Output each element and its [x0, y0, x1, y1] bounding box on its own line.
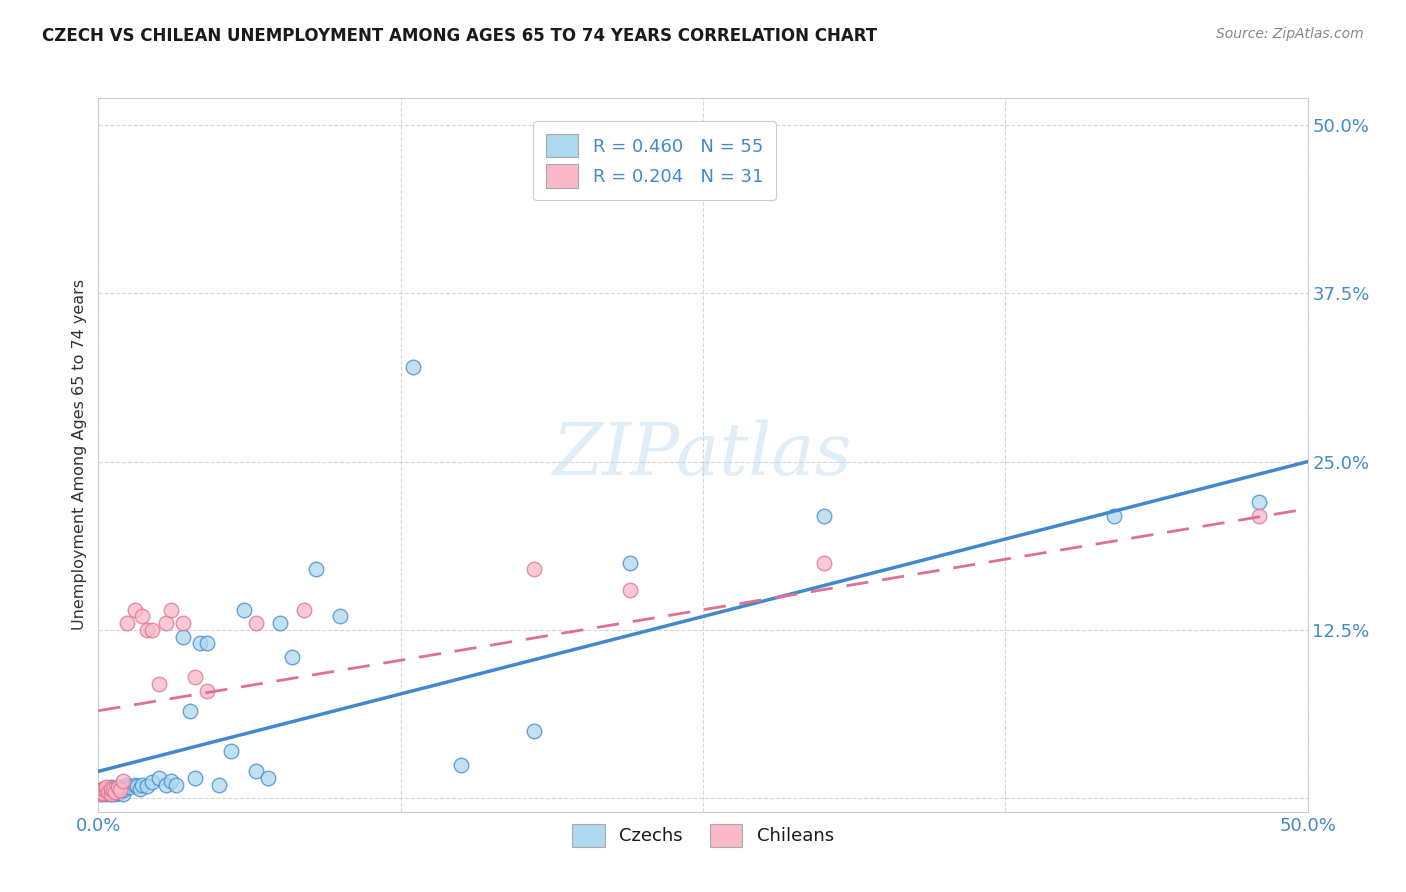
Point [100, 781, 122, 796]
Point [108, 780, 131, 795]
Point [221, 744, 243, 758]
Point [160, 773, 183, 788]
Point [245, 616, 267, 631]
Point [619, 582, 641, 597]
Point [813, 556, 835, 570]
Point [107, 786, 129, 800]
Point [1102, 508, 1125, 523]
Point [131, 609, 153, 624]
Point [160, 603, 183, 617]
Point [117, 616, 139, 631]
Point [100, 787, 122, 801]
Point [155, 616, 177, 631]
Point [100, 787, 122, 801]
Point [402, 360, 425, 375]
Text: Source: ZipAtlas.com: Source: ZipAtlas.com [1216, 27, 1364, 41]
Point [91, 786, 114, 800]
Point [114, 780, 136, 795]
Point [208, 778, 231, 792]
Point [195, 636, 218, 650]
Point [450, 757, 472, 772]
Point [172, 630, 194, 644]
Point [148, 677, 170, 691]
Point [91, 786, 114, 800]
Point [523, 562, 546, 576]
Point [104, 784, 127, 798]
Point [184, 670, 207, 684]
Point [118, 780, 141, 795]
Point [94, 783, 117, 797]
Point [117, 778, 139, 792]
Point [165, 778, 187, 792]
Point [108, 784, 131, 798]
Point [111, 787, 134, 801]
Point [188, 636, 211, 650]
Point [281, 649, 304, 664]
Point [148, 771, 170, 785]
Point [127, 779, 149, 793]
Point [90, 783, 112, 797]
Point [813, 508, 835, 523]
Point [97, 784, 120, 798]
Point [91, 781, 114, 796]
Point [100, 780, 122, 795]
Point [90, 787, 112, 801]
Point [131, 778, 153, 792]
Point [172, 616, 194, 631]
Point [94, 780, 117, 795]
Point [1249, 495, 1271, 509]
Point [184, 771, 207, 785]
Point [256, 771, 278, 785]
Point [128, 781, 150, 796]
Point [141, 775, 163, 789]
Point [292, 603, 315, 617]
Point [269, 616, 291, 631]
Legend: Czechs, Chileans: Czechs, Chileans [564, 815, 842, 856]
Point [155, 778, 177, 792]
Point [101, 786, 124, 800]
Point [107, 780, 129, 795]
Point [97, 781, 120, 796]
Point [232, 603, 254, 617]
Point [124, 603, 146, 617]
Text: CZECH VS CHILEAN UNEMPLOYMENT AMONG AGES 65 TO 74 YEARS CORRELATION CHART: CZECH VS CHILEAN UNEMPLOYMENT AMONG AGES… [42, 27, 877, 45]
Point [195, 683, 218, 698]
Point [97, 786, 120, 800]
Point [94, 784, 117, 798]
Point [1249, 508, 1271, 523]
Point [141, 623, 163, 637]
Point [100, 784, 122, 798]
Point [329, 609, 352, 624]
Point [619, 556, 641, 570]
Point [107, 781, 129, 796]
Point [104, 783, 127, 797]
Point [179, 704, 201, 718]
Point [135, 779, 157, 793]
Point [135, 623, 157, 637]
Point [90, 784, 112, 798]
Point [90, 787, 112, 801]
Point [94, 787, 117, 801]
Point [111, 783, 134, 797]
Point [101, 783, 124, 797]
Point [124, 778, 146, 792]
Point [523, 723, 546, 738]
Point [91, 781, 114, 796]
Y-axis label: Unemployment Among Ages 65 to 74 years: Unemployment Among Ages 65 to 74 years [72, 279, 87, 631]
Point [245, 764, 267, 779]
Text: ZIPatlas: ZIPatlas [553, 419, 853, 491]
Point [305, 562, 328, 576]
Point [108, 783, 131, 797]
Point [111, 773, 134, 788]
Point [104, 787, 127, 801]
Point [101, 781, 124, 796]
